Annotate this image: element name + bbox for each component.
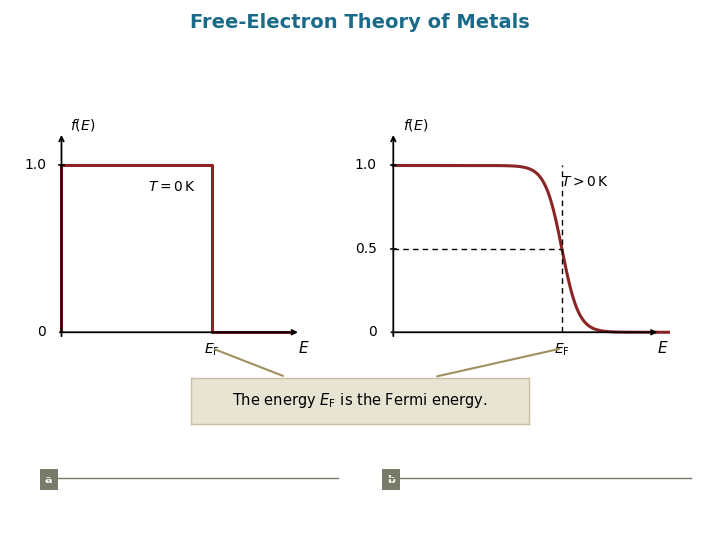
Text: $E_{\mathrm{F}}$: $E_{\mathrm{F}}$ xyxy=(554,341,570,358)
Text: $f(E)$: $f(E)$ xyxy=(71,118,96,133)
Text: 0.5: 0.5 xyxy=(355,242,377,256)
Text: Free-Electron Theory of Metals: Free-Electron Theory of Metals xyxy=(190,14,530,32)
Text: b: b xyxy=(387,475,395,484)
Text: $E_{\mathrm{F}}$: $E_{\mathrm{F}}$ xyxy=(204,341,220,358)
Text: $T > 0\,\mathrm{K}$: $T > 0\,\mathrm{K}$ xyxy=(562,175,609,189)
Text: 0: 0 xyxy=(37,325,46,339)
Text: $E$: $E$ xyxy=(298,340,310,356)
Text: 0: 0 xyxy=(368,325,377,339)
Text: 1.0: 1.0 xyxy=(24,159,46,172)
Text: $E$: $E$ xyxy=(657,340,668,356)
Text: $f(E)$: $f(E)$ xyxy=(402,118,428,133)
Text: $T = 0\,\mathrm{K}$: $T = 0\,\mathrm{K}$ xyxy=(148,180,197,194)
Text: The energy $E_{\mathrm{F}}$ is the Fermi energy.: The energy $E_{\mathrm{F}}$ is the Fermi… xyxy=(232,392,488,410)
Text: a: a xyxy=(45,475,53,484)
Text: 1.0: 1.0 xyxy=(355,159,377,172)
